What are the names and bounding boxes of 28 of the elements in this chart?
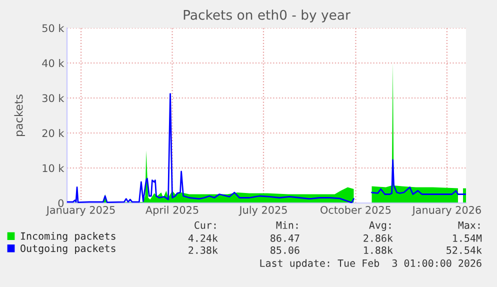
y-axis-title: packets — [14, 94, 25, 136]
text: Min: — [276, 221, 298, 229]
chart-title: Packets on eth0 - by year — [184, 10, 350, 22]
x-tick-label: January 2025 — [46, 206, 115, 216]
x-tick-label: July 2025 — [238, 206, 287, 216]
text: 1.88k — [364, 246, 393, 254]
x-tick-label: January 2026 — [412, 206, 481, 216]
x-tick-label: October 2025 — [320, 206, 391, 214]
text: 2.86k — [364, 234, 393, 242]
y-tick-label: 20 k — [42, 129, 64, 138]
legend-label: Outgoing packets — [20, 244, 116, 254]
y-tick-label: 50 k — [42, 24, 64, 32]
text: Avg: — [369, 221, 391, 231]
x-tick-label: April 2025 — [146, 206, 198, 216]
y-tick-label: 30 k — [42, 94, 64, 102]
text: Cur: — [194, 221, 216, 229]
text: 1.54M — [453, 234, 482, 242]
text: 86.47 — [270, 234, 300, 242]
text: 52.54k — [446, 246, 482, 254]
text: Max: — [458, 221, 480, 229]
y-tick-label: 10 k — [42, 164, 64, 172]
legend-label: Incoming packets — [20, 232, 116, 242]
text: 2.38k — [188, 246, 218, 254]
y-tick-label: 0 — [58, 199, 64, 208]
text: 4.24k — [188, 234, 218, 242]
y-tick-label: 40 k — [42, 59, 64, 68]
text: Last update: Tue Feb 3 01:00:00 2026 — [260, 259, 482, 269]
text: 85.06 — [270, 246, 300, 254]
